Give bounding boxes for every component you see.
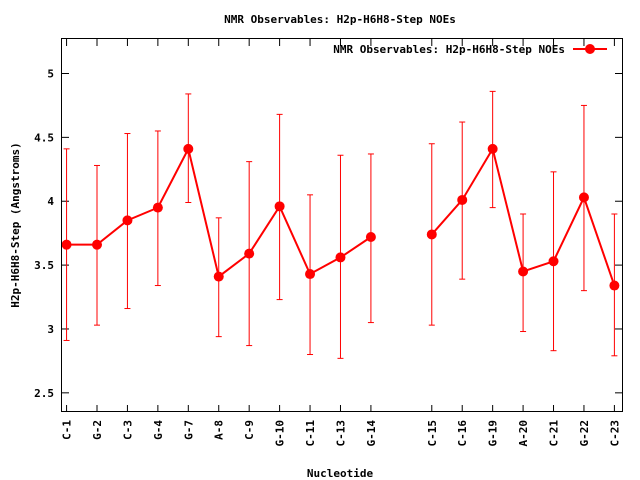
x-tick-label: A-8 — [213, 420, 226, 440]
data-point — [335, 252, 346, 263]
x-tick-label: C-9 — [243, 420, 256, 440]
data-point — [518, 266, 529, 277]
data-point — [61, 239, 72, 250]
x-tick-label: G-10 — [274, 420, 287, 447]
y-axis-label: H2p-H6H8-Step (Angstroms) — [9, 142, 22, 308]
x-tick-label: C-21 — [548, 420, 561, 447]
x-tick-label: C-1 — [61, 420, 74, 440]
x-axis-label: Nucleotide — [307, 467, 374, 480]
data-point — [183, 143, 194, 154]
y-tick-label: 4 — [47, 195, 54, 208]
legend-label: NMR Observables: H2p-H6H8-Step NOEs — [333, 43, 565, 56]
data-point — [274, 201, 285, 212]
x-tick-label: C-15 — [426, 420, 439, 447]
x-tick-label: G-19 — [487, 420, 500, 447]
data-point — [548, 256, 559, 267]
y-tick-label: 3 — [47, 323, 54, 336]
data-point — [457, 194, 468, 205]
x-tick-label: G-7 — [182, 420, 195, 440]
y-tick-label: 3.5 — [34, 259, 54, 272]
chart-title: NMR Observables: H2p-H6H8-Step NOEs — [224, 13, 456, 26]
plot-border — [61, 38, 623, 412]
x-tick-label: G-22 — [578, 420, 591, 447]
x-tick-label: C-13 — [334, 420, 347, 447]
data-point — [426, 229, 437, 240]
y-tick-label: 5 — [47, 67, 54, 80]
x-tick-label: G-4 — [152, 420, 165, 440]
y-tick-label: 2.5 — [34, 387, 54, 400]
x-tick-label: C-16 — [456, 420, 469, 447]
x-tick-label: G-2 — [91, 420, 104, 440]
x-tick-label: C-11 — [304, 420, 317, 447]
y-tick-label: 4.5 — [34, 131, 54, 144]
data-point — [305, 269, 316, 280]
data-point — [92, 239, 102, 250]
data-point — [609, 280, 620, 291]
data-point — [365, 231, 376, 242]
legend-marker — [585, 44, 595, 54]
data-point — [487, 143, 498, 154]
data-point — [244, 248, 255, 259]
x-tick-label: G-14 — [365, 420, 378, 447]
x-tick-label: C-23 — [608, 420, 621, 447]
data-point — [152, 202, 163, 213]
data-point — [122, 215, 133, 226]
data-point — [578, 192, 589, 203]
x-tick-label: A-20 — [517, 420, 530, 447]
data-point — [213, 271, 224, 282]
x-tick-label: C-3 — [121, 420, 134, 440]
